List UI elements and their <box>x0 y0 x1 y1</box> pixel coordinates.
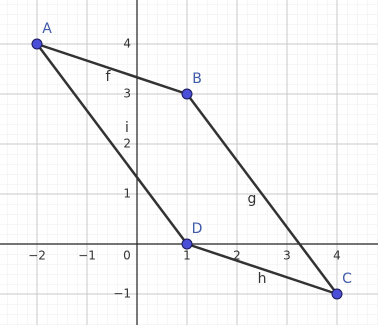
point <box>31 38 43 50</box>
y-tick-label: 3 <box>123 87 131 101</box>
x-tick-label: 0 <box>123 249 131 263</box>
segment <box>36 42 188 96</box>
segment-label: f <box>106 69 112 85</box>
y-tick-label: 1 <box>123 187 131 201</box>
point-label: D <box>192 221 203 237</box>
point <box>331 288 343 300</box>
segment-label: h <box>258 271 267 287</box>
y-tick-label: 2 <box>123 137 131 151</box>
segment <box>186 242 338 296</box>
x-tick-label: 3 <box>283 249 291 263</box>
y-tick-label: −1 <box>113 287 131 301</box>
segment <box>186 93 338 295</box>
point-label: B <box>192 71 202 87</box>
point <box>181 238 193 250</box>
segment-label: g <box>248 191 257 207</box>
point <box>181 88 193 100</box>
x-tick-label: 1 <box>183 249 191 263</box>
x-tick-label: −2 <box>28 249 46 263</box>
x-tick-label: −1 <box>78 249 96 263</box>
point-label: A <box>42 21 52 37</box>
x-tick-label: 4 <box>333 249 341 263</box>
x-tick-label: 2 <box>233 249 241 263</box>
y-tick-label: 4 <box>123 37 131 51</box>
segment <box>36 43 188 245</box>
segment-label: i <box>125 120 129 136</box>
point-label: C <box>342 271 352 287</box>
